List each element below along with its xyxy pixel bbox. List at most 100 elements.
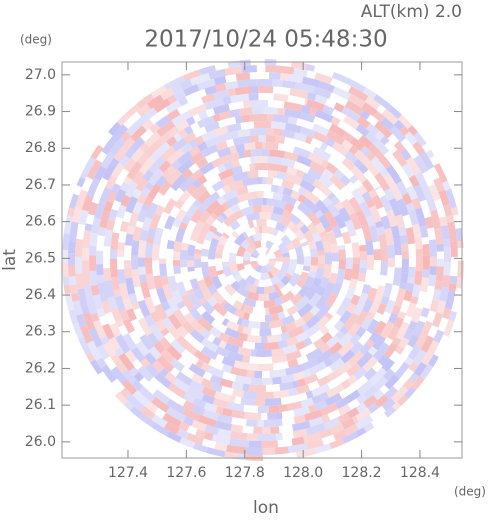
echo-cell — [176, 335, 190, 349]
echo-cell — [287, 116, 298, 125]
echo-cell — [273, 128, 283, 137]
echo-cell — [223, 283, 237, 297]
echo-cell — [96, 235, 105, 251]
echo-cell — [139, 405, 156, 420]
echo-cell — [196, 189, 211, 205]
echo-cell — [269, 266, 280, 277]
echo-cell — [340, 279, 351, 294]
echo-cell — [187, 266, 195, 272]
echo-cell — [436, 258, 445, 267]
echo-cell — [348, 86, 369, 102]
echo-cell — [118, 154, 130, 167]
echo-cell — [356, 116, 371, 129]
echo-cell — [211, 434, 231, 445]
echo-cell — [206, 186, 216, 196]
echo-cell — [209, 326, 222, 339]
echo-cell — [184, 312, 196, 324]
echo-cell — [288, 248, 297, 260]
echo-cell — [354, 149, 370, 165]
echo-cell — [405, 302, 417, 318]
echo-cell — [225, 196, 240, 208]
echo-cell — [277, 107, 286, 116]
echo-cell — [96, 344, 110, 361]
echo-cell — [216, 413, 233, 424]
echo-cell — [297, 186, 308, 196]
echo-cell — [330, 195, 341, 206]
echo-cell — [433, 341, 447, 358]
echo-cell — [324, 145, 342, 160]
echo-cell — [156, 120, 176, 137]
echo-cell — [350, 294, 361, 306]
echo-cell — [421, 353, 433, 366]
echo-cell — [89, 232, 99, 247]
echo-cell — [242, 340, 256, 350]
echo-cell — [177, 158, 194, 175]
echo-cell — [187, 260, 195, 268]
echo-cell — [337, 340, 355, 357]
echo-cell — [435, 266, 444, 282]
echo-cell — [299, 213, 313, 227]
echo-cell — [258, 86, 274, 94]
echo-cell — [183, 84, 200, 97]
echo-cell — [351, 242, 360, 258]
echo-cell — [280, 234, 292, 246]
echo-cell — [198, 296, 208, 305]
echo-cell — [328, 183, 343, 198]
echo-cell — [232, 300, 244, 311]
echo-cell — [237, 199, 250, 210]
echo-cell — [309, 265, 318, 273]
echo-cell — [216, 285, 228, 297]
echo-cell — [181, 349, 190, 358]
echo-cell — [200, 328, 212, 340]
echo-cell — [281, 80, 297, 89]
echo-cell — [250, 156, 256, 164]
echo-cell — [306, 92, 317, 102]
echo-cell — [129, 366, 139, 377]
echo-cell — [321, 168, 334, 180]
echo-cell — [126, 225, 136, 235]
echo-cell — [365, 240, 374, 256]
echo-cell — [275, 230, 286, 240]
echo-cell — [148, 346, 162, 360]
echo-cell — [310, 252, 318, 258]
echo-cell — [182, 276, 193, 292]
echo-cell — [128, 211, 140, 228]
echo-cell — [252, 263, 260, 271]
echo-cell — [160, 327, 170, 337]
echo-cell — [236, 245, 247, 257]
echo-cell — [312, 131, 329, 144]
echo-cell — [297, 378, 307, 387]
echo-cell — [218, 168, 234, 181]
echo-cell — [224, 225, 235, 237]
echo-cell — [326, 368, 342, 382]
echo-cell — [240, 239, 251, 250]
echo-cell — [283, 227, 298, 242]
echo-cell — [293, 317, 306, 328]
echo-cell — [226, 401, 245, 412]
echo-cell — [344, 100, 364, 116]
echo-cell — [250, 349, 257, 357]
echo-cell — [173, 132, 182, 142]
echo-cell — [214, 442, 228, 452]
echo-cell — [268, 72, 281, 80]
echo-cell — [291, 436, 305, 446]
echo-cell — [103, 246, 111, 254]
echo-cell — [256, 177, 263, 185]
echo-cell — [392, 267, 402, 287]
echo-cell — [69, 284, 78, 295]
echo-cell — [165, 100, 182, 114]
echo-cell — [230, 366, 248, 377]
echo-cell — [285, 350, 302, 362]
echo-cell — [308, 152, 325, 166]
echo-cell — [269, 258, 276, 260]
echo-cell — [299, 224, 310, 235]
echo-cell — [215, 83, 227, 93]
echo-cell — [385, 164, 402, 185]
echo-cell — [103, 200, 114, 212]
echo-cell — [151, 244, 161, 261]
echo-cell — [201, 386, 217, 398]
echo-cell — [305, 99, 325, 112]
echo-cell — [193, 288, 205, 301]
echo-cell — [363, 385, 379, 400]
echo-cell — [173, 378, 190, 393]
